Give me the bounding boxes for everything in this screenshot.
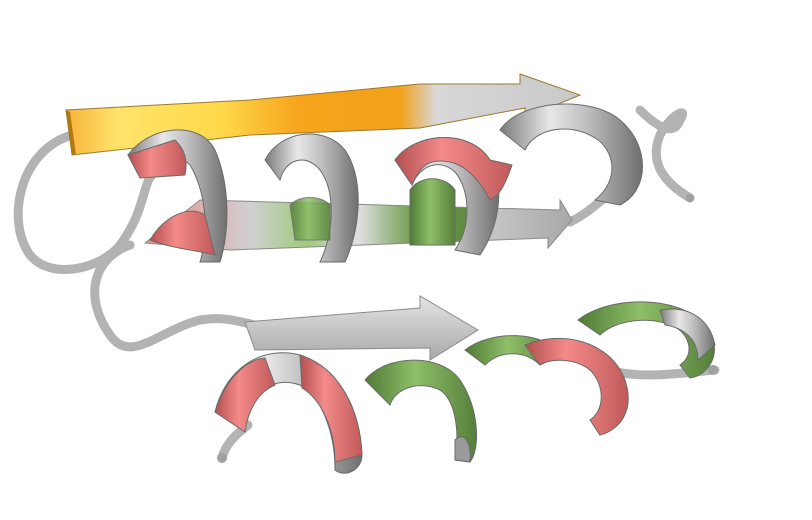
coil-end-cap-bottom xyxy=(217,453,227,463)
helix-upper-red-3 xyxy=(394,137,513,201)
helix-upper-turn-4 xyxy=(499,103,643,206)
coil-middle-link xyxy=(90,240,260,352)
coil-mid-right xyxy=(565,193,610,227)
helix-lower xyxy=(214,301,716,474)
helix-upper-green-2 xyxy=(409,178,456,246)
helix-upper-turn-2 xyxy=(264,133,359,263)
helix-upper-red-1 xyxy=(127,139,187,179)
helix-upper-red-2 xyxy=(149,210,216,256)
helix-lower-gray-tip xyxy=(659,308,716,362)
helix-lower-gray-band xyxy=(454,436,471,463)
coil-top-right xyxy=(635,105,695,203)
helix-lower-red-2 xyxy=(299,354,363,463)
coil-end-cap-top-right xyxy=(686,194,694,202)
coil-end-cap-right xyxy=(708,365,718,375)
coil-left-loop xyxy=(13,130,165,274)
helix-lower-turn-4 xyxy=(524,338,629,436)
helix-upper xyxy=(127,103,643,263)
helix-lower-red-1 xyxy=(214,357,276,433)
strand-lower xyxy=(244,295,479,361)
helix-upper-green-1 xyxy=(289,197,331,241)
